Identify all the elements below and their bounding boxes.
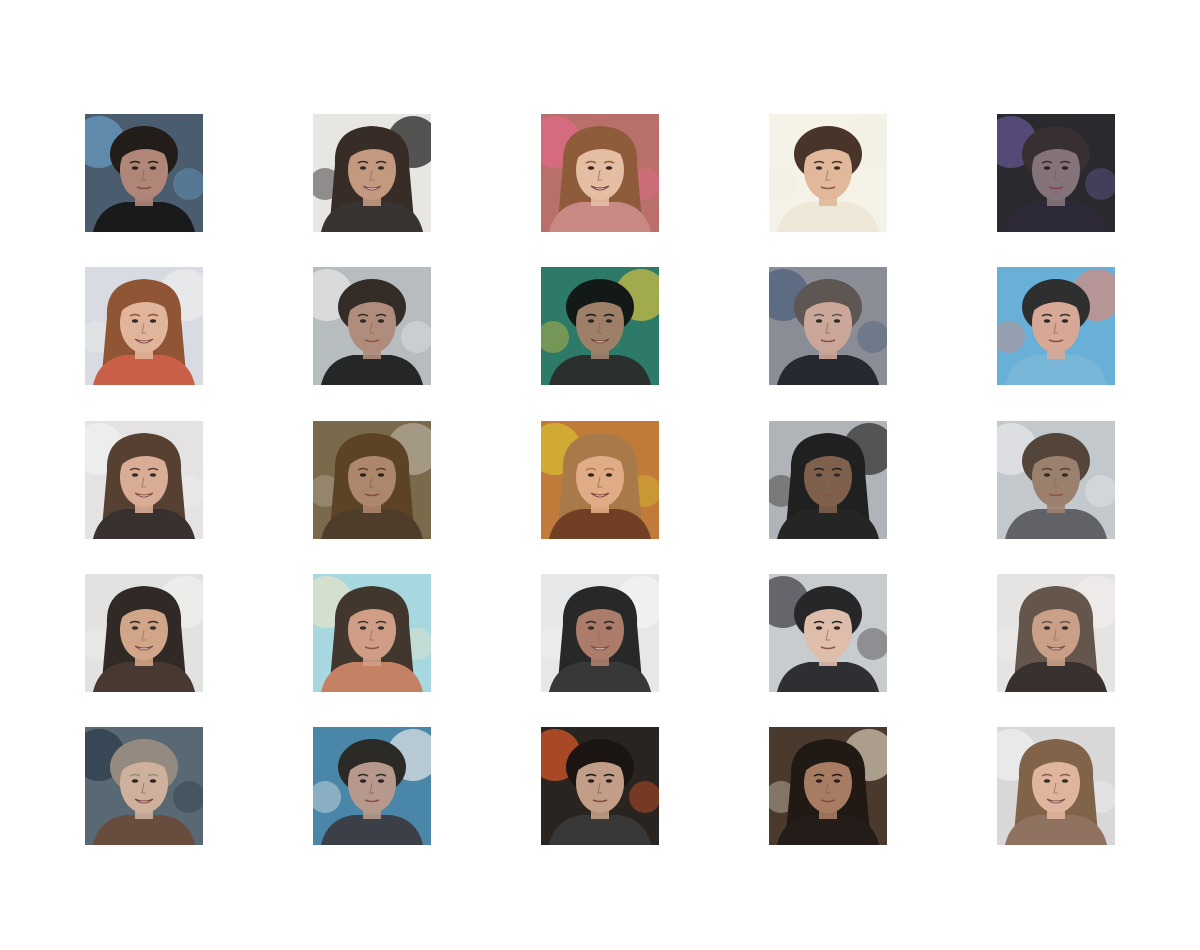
face-sample-r1-c2 [313, 114, 431, 232]
face-sample-r4-c4 [769, 574, 887, 692]
face-image [769, 574, 887, 692]
face-image [85, 114, 203, 232]
face-sample-r4-c1 [85, 574, 203, 692]
face-image [85, 574, 203, 692]
face-sample-r5-c5 [997, 727, 1115, 845]
face-sample-r5-c1 [85, 727, 203, 845]
face-image [541, 114, 659, 232]
face-sample-r5-c2 [313, 727, 431, 845]
face-image [313, 114, 431, 232]
face-image [85, 421, 203, 539]
face-image [769, 114, 887, 232]
face-image [541, 727, 659, 845]
face-image [85, 267, 203, 385]
face-image [313, 267, 431, 385]
face-image [541, 421, 659, 539]
face-image [997, 574, 1115, 692]
face-image [313, 574, 431, 692]
face-image [313, 727, 431, 845]
face-sample-r3-c1 [85, 421, 203, 539]
face-image [997, 114, 1115, 232]
face-sample-r3-c5 [997, 421, 1115, 539]
face-sample-r5-c4 [769, 727, 887, 845]
face-sample-r4-c5 [997, 574, 1115, 692]
face-sample-r3-c4 [769, 421, 887, 539]
face-image [313, 421, 431, 539]
face-image [541, 574, 659, 692]
face-sample-r2-c2 [313, 267, 431, 385]
face-image [769, 267, 887, 385]
face-sample-r1-c1 [85, 114, 203, 232]
face-sample-r1-c4 [769, 114, 887, 232]
face-sample-r1-c5 [997, 114, 1115, 232]
face-sample-r2-c3 [541, 267, 659, 385]
face-image [85, 727, 203, 845]
face-sample-r4-c3 [541, 574, 659, 692]
face-image [541, 267, 659, 385]
face-sample-r3-c2 [313, 421, 431, 539]
face-image [997, 267, 1115, 385]
face-image [997, 727, 1115, 845]
face-sample-r2-c1 [85, 267, 203, 385]
face-image [997, 421, 1115, 539]
face-image [769, 421, 887, 539]
face-sample-r3-c3 [541, 421, 659, 539]
face-sample-r2-c4 [769, 267, 887, 385]
face-sample-r2-c5 [997, 267, 1115, 385]
face-image [769, 727, 887, 845]
face-sample-r4-c2 [313, 574, 431, 692]
face-sample-r5-c3 [541, 727, 659, 845]
face-sample-r1-c3 [541, 114, 659, 232]
